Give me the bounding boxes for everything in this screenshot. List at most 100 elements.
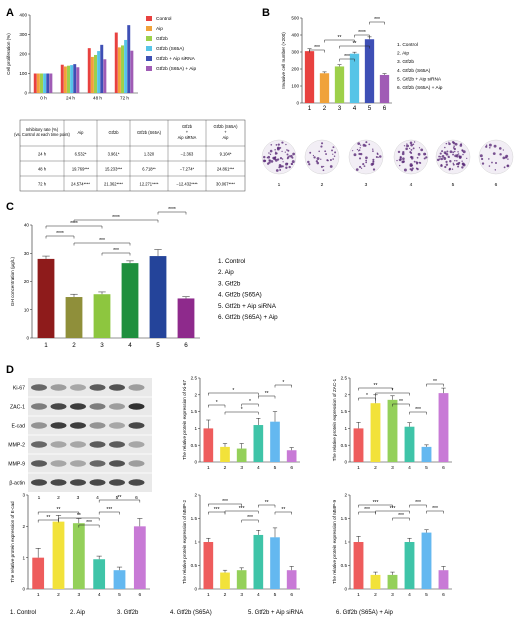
significance-stars: * — [232, 388, 234, 394]
legend-swatch — [146, 36, 152, 41]
ki67-chart: 0 0.5 1 1.5 2 2.5 The relative protein express… — [182, 376, 300, 471]
significance-bracket — [354, 34, 370, 38]
significance-stars: **** — [358, 30, 366, 36]
legend-label: Control — [156, 16, 171, 22]
blot-band — [128, 441, 145, 448]
transwell-image-3 — [348, 139, 384, 175]
bar-72 h-Gtf2b (S65A) — [124, 39, 128, 93]
bar-4 — [253, 425, 264, 462]
x-tick-label: 4 — [257, 592, 260, 598]
transwell-image-2 — [304, 139, 340, 175]
blot-band — [50, 479, 67, 486]
legend-item: 2. Aip — [397, 51, 409, 57]
panel-a-legend: Control Aip Gtf2b Gtf2b (S65A) Gtf2b + Aip s… — [146, 16, 196, 72]
blot-band — [70, 441, 86, 448]
blot-label: MMP-2 — [8, 443, 25, 449]
y-tick-label: 2.5 — [191, 376, 198, 381]
y-tick-label: 1.5 — [341, 409, 348, 414]
x-tick-label: 3 — [391, 592, 394, 598]
footer-legend-item: 5. Gtf2b + Aip siRNA — [248, 610, 303, 616]
significance-bracket — [369, 21, 385, 25]
x-tick-label: 72 h — [120, 96, 129, 101]
significance-stars: *** — [432, 506, 438, 512]
significance-stars: ** — [265, 391, 269, 397]
legend-swatch — [146, 26, 152, 31]
bar-6 — [286, 570, 297, 589]
significance-bracket — [224, 510, 259, 514]
x-tick-label: 2 — [224, 465, 227, 471]
legend-item: 6. Gtf2b (S65A) + Aip — [397, 85, 443, 91]
legend-label: Gtf2b (S65A) — [156, 46, 184, 52]
significance-bracket — [258, 504, 276, 508]
significance-stars: *** — [222, 499, 228, 505]
y-tick-label: 1.5 — [341, 516, 348, 521]
bar-6 — [286, 450, 297, 462]
significance-bracket — [78, 524, 100, 528]
x-tick-label: 1 — [357, 465, 360, 471]
blot-band — [109, 422, 125, 429]
footer-legend-item: 1. Control — [10, 610, 36, 616]
significance-stars: ** — [399, 399, 403, 405]
bar-24 h-Gtf2b (S65A) — [70, 65, 74, 93]
blot-band — [31, 403, 47, 410]
y-tick-label: 1 — [194, 540, 197, 545]
blot-band — [70, 403, 86, 410]
y-tick-label: 100 — [19, 71, 27, 76]
significance-bracket — [45, 235, 75, 239]
y-tick-label: 2 — [344, 392, 347, 397]
x-tick-label: 48 h — [93, 96, 102, 101]
significance-bracket — [375, 510, 410, 514]
y-tick-label: 0.5 — [191, 443, 198, 448]
significance-bracket — [37, 511, 80, 515]
significance-stars: ** — [77, 513, 81, 519]
mmp2-chart: 0 0.5 1 1.5 2 The relative protein expression… — [182, 493, 300, 598]
transwell-image-4 — [393, 139, 429, 175]
x-tick-label: 3 — [240, 592, 243, 598]
significance-stars: *** — [314, 45, 320, 51]
blot-band — [128, 422, 145, 429]
x-tick-label: 4 — [353, 105, 357, 112]
legend-label: Gtf2b + Aip siRNA — [156, 56, 196, 62]
transwell-label: 1 — [278, 182, 281, 188]
panel-letter-a: A — [6, 7, 14, 19]
y-tick-label: 1 — [194, 426, 197, 431]
legend-swatch — [146, 46, 152, 51]
bar-1 — [32, 557, 45, 589]
y-axis-label: The relative protein expression of Ki-67 — [182, 380, 187, 460]
table-cell: 24.574**** — [71, 182, 90, 187]
significance-stars: ** — [46, 515, 50, 521]
blot-band — [89, 479, 106, 486]
significance-bracket — [409, 504, 427, 508]
bar-4 — [404, 426, 415, 462]
panel-b-transwell-images: 1 2 3 4 5 6 — [261, 139, 514, 188]
x-tick-label: 2 — [72, 342, 76, 349]
table-cell: 9.104* — [220, 152, 232, 157]
legend-swatch — [146, 56, 152, 61]
y-tick-label: 200 — [19, 52, 27, 57]
y-tick-label: 100 — [291, 84, 299, 89]
table-cell: 30.067**** — [216, 182, 235, 187]
significance-bracket — [358, 504, 393, 508]
significance-stars: * — [249, 399, 251, 405]
bar-24 h-Aip — [63, 66, 67, 93]
table-header-sub: (vs. Control at each time point) — [14, 132, 70, 137]
legend-item: 4. Gtf2b (S65A) — [218, 292, 262, 299]
y-axis-label: The relative protein expression of ZAC-1 — [332, 378, 337, 461]
x-tick-label: 3 — [391, 465, 394, 471]
significance-bracket — [208, 392, 259, 396]
table-header: Inhibitory rate (%) — [26, 127, 59, 132]
bar-48 h-Aip — [90, 56, 94, 93]
significance-stars: *** — [390, 506, 396, 512]
bar-48 h-Gtf2b (S65A) — [97, 51, 101, 93]
legend-item: 2. Aip — [218, 269, 234, 276]
significance-stars: * — [392, 388, 394, 394]
x-tick-label: 5 — [274, 592, 277, 598]
blot-band — [31, 441, 47, 448]
bar-48 h-Gtf2b — [94, 54, 97, 93]
table-cell: 6.532* — [75, 152, 87, 157]
y-tick-label: 0.5 — [341, 563, 348, 568]
bar-24 h-Control — [60, 64, 64, 93]
legend-swatch — [146, 66, 152, 71]
bar-5 — [113, 570, 126, 589]
